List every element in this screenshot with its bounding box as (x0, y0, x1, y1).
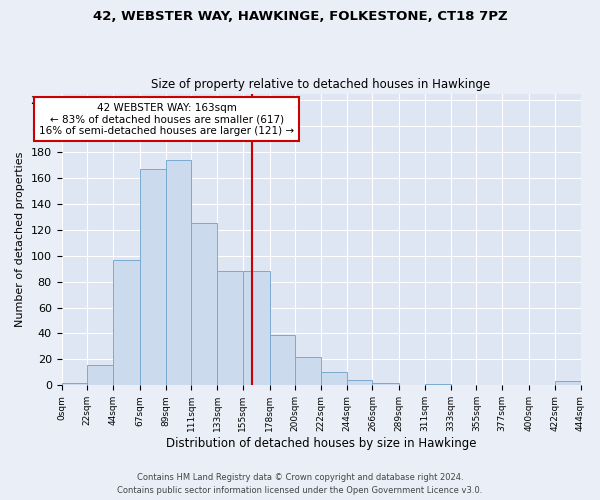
X-axis label: Distribution of detached houses by size in Hawkinge: Distribution of detached houses by size … (166, 437, 476, 450)
Text: 42, WEBSTER WAY, HAWKINGE, FOLKESTONE, CT18 7PZ: 42, WEBSTER WAY, HAWKINGE, FOLKESTONE, C… (92, 10, 508, 23)
Bar (425, 384, 451, 386)
Bar (62, 383, 87, 386)
Bar (140, 169, 166, 386)
Bar (347, 380, 373, 386)
Bar (321, 372, 347, 386)
Bar (555, 382, 581, 386)
Bar (295, 357, 321, 386)
Text: 42 WEBSTER WAY: 163sqm
← 83% of detached houses are smaller (617)
16% of semi-de: 42 WEBSTER WAY: 163sqm ← 83% of detached… (39, 102, 294, 136)
Bar (113, 260, 140, 386)
Y-axis label: Number of detached properties: Number of detached properties (15, 152, 25, 327)
Bar (166, 160, 191, 386)
Bar (191, 223, 217, 386)
Text: Contains HM Land Registry data © Crown copyright and database right 2024.
Contai: Contains HM Land Registry data © Crown c… (118, 474, 482, 495)
Bar (87, 364, 113, 386)
Title: Size of property relative to detached houses in Hawkinge: Size of property relative to detached ho… (151, 78, 491, 91)
Bar (269, 335, 295, 386)
Bar (373, 383, 400, 386)
Bar (217, 271, 243, 386)
Bar (243, 271, 269, 386)
